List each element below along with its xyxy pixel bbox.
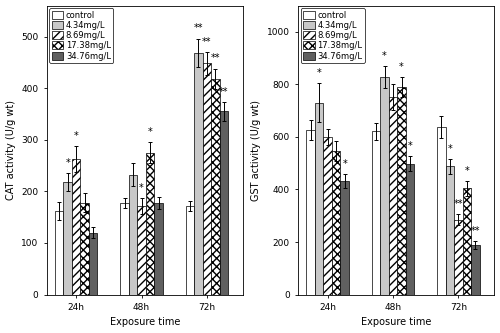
Bar — [186, 206, 194, 295]
X-axis label: Exposure time: Exposure time — [361, 317, 432, 327]
Bar — [120, 203, 129, 295]
Bar — [389, 97, 398, 295]
Text: *: * — [408, 141, 412, 151]
Bar — [380, 77, 389, 295]
Text: **: ** — [202, 37, 211, 47]
Bar — [332, 151, 340, 295]
Text: *: * — [139, 183, 144, 193]
X-axis label: Exposure time: Exposure time — [110, 317, 180, 327]
Text: **: ** — [194, 23, 203, 33]
Legend: control, 4.34mg/L, 8.69mg/L, 17.38mg/L, 34.76mg/L: control, 4.34mg/L, 8.69mg/L, 17.38mg/L, … — [49, 8, 114, 63]
Legend: control, 4.34mg/L, 8.69mg/L, 17.38mg/L, 34.76mg/L: control, 4.34mg/L, 8.69mg/L, 17.38mg/L, … — [300, 8, 365, 63]
Bar — [138, 206, 146, 295]
Text: *: * — [74, 131, 78, 141]
Bar — [89, 233, 98, 295]
Bar — [146, 153, 154, 295]
Bar — [446, 166, 454, 295]
Text: **: ** — [454, 199, 463, 209]
Bar — [55, 211, 64, 295]
Bar — [454, 220, 462, 295]
Bar — [372, 131, 380, 295]
Bar — [406, 164, 414, 295]
Bar — [324, 137, 332, 295]
Bar — [154, 203, 163, 295]
Text: *: * — [342, 159, 347, 169]
Text: *: * — [148, 127, 152, 137]
Bar — [194, 53, 202, 295]
Bar — [306, 130, 315, 295]
Bar — [437, 127, 446, 295]
Bar — [72, 159, 80, 295]
Bar — [315, 103, 324, 295]
Text: *: * — [448, 144, 452, 154]
Text: *: * — [66, 158, 70, 167]
Bar — [64, 182, 72, 295]
Bar — [211, 79, 220, 295]
Bar — [202, 63, 211, 295]
Text: **: ** — [210, 53, 220, 63]
Text: *: * — [399, 62, 404, 72]
Bar — [398, 87, 406, 295]
Bar — [80, 203, 89, 295]
Text: *: * — [464, 166, 469, 175]
Bar — [471, 245, 480, 295]
Bar — [220, 111, 228, 295]
Bar — [462, 188, 471, 295]
Text: *: * — [316, 68, 322, 78]
Text: *: * — [382, 51, 387, 61]
Bar — [340, 181, 349, 295]
Text: **: ** — [470, 226, 480, 236]
Bar — [129, 175, 138, 295]
Text: **: ** — [219, 87, 228, 97]
Y-axis label: CAT activity (U/g wt): CAT activity (U/g wt) — [6, 100, 16, 200]
Y-axis label: GST activity (U/g wt): GST activity (U/g wt) — [252, 100, 262, 200]
